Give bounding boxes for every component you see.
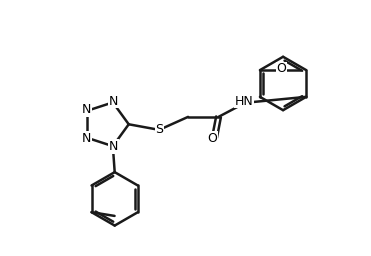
Text: S: S bbox=[155, 123, 163, 136]
Text: O: O bbox=[276, 62, 286, 75]
Text: HN: HN bbox=[235, 95, 254, 108]
Text: N: N bbox=[82, 103, 91, 116]
Text: N: N bbox=[82, 132, 91, 145]
Text: N: N bbox=[109, 95, 118, 108]
Text: N: N bbox=[109, 140, 118, 153]
Text: O: O bbox=[207, 132, 217, 145]
